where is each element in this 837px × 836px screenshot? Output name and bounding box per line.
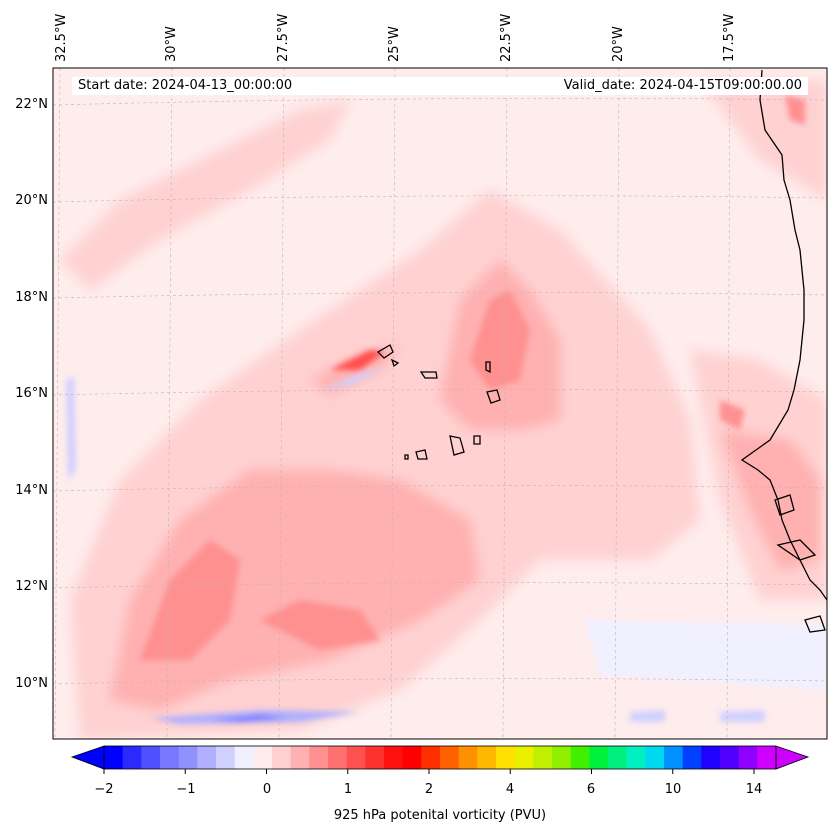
lon-label: 22.5°W: [499, 13, 514, 62]
colorbar-cell: [645, 746, 665, 769]
colorbar-cell: [346, 746, 366, 769]
colorbar-tick-label: 1: [343, 782, 353, 797]
lon-label: 20°W: [611, 26, 626, 62]
colorbar-cell: [178, 746, 198, 769]
colorbar-tick-label: −1: [176, 782, 196, 797]
colorbar-cell: [757, 746, 777, 769]
lon-label: 27.5°W: [276, 13, 291, 62]
lon-label: 30°W: [164, 26, 179, 62]
colorbar-tick-label: 10: [664, 782, 682, 797]
colorbar-label: 925 hPa potenital vorticity (PVU): [333, 808, 547, 823]
colorbar-cell: [402, 746, 422, 769]
colorbar-tick-label: −2: [94, 782, 114, 797]
colorbar-cell: [682, 746, 702, 769]
colorbar-cell: [514, 746, 534, 769]
colorbar-cell: [552, 746, 572, 769]
lat-label: 18°N: [15, 290, 48, 305]
lat-label: 22°N: [15, 97, 48, 112]
colorbar-cell: [738, 746, 758, 769]
colorbar-cell: [533, 746, 553, 769]
colorbar-cell: [589, 746, 609, 769]
colorbar-over-arrow: [775, 745, 810, 770]
lon-label: 25°W: [387, 26, 402, 62]
date-info-box: Start date: 2024-04-13_00:00:00 Valid_da…: [72, 77, 808, 95]
lat-label: 10°N: [15, 676, 48, 691]
colorbar-under-arrow: [70, 745, 105, 770]
colorbar-cell: [664, 746, 684, 769]
colorbar-cell: [104, 746, 124, 769]
colorbar-cell: [141, 746, 161, 769]
pv-field: [53, 68, 827, 739]
colorbar-cell: [701, 746, 721, 769]
colorbar-cell: [720, 746, 740, 769]
lon-label: 17.5°W: [722, 13, 737, 62]
colorbar-cell: [253, 746, 273, 769]
colorbar-cell: [570, 746, 590, 769]
colorbar-cell: [496, 746, 516, 769]
colorbar-cell: [477, 746, 497, 769]
lat-label: 16°N: [15, 386, 48, 401]
colorbar: [70, 745, 810, 774]
colorbar-cell: [216, 746, 236, 769]
colorbar-tick-label: 2: [424, 782, 434, 797]
lon-label: 32.5°W: [54, 13, 69, 62]
colorbar-tick-label: 0: [262, 782, 272, 797]
colorbar-cell: [626, 746, 646, 769]
colorbar-cell: [384, 746, 404, 769]
colorbar-cell: [309, 746, 329, 769]
lat-label: 20°N: [15, 193, 48, 208]
colorbar-cell: [365, 746, 385, 769]
lat-label: 14°N: [15, 483, 48, 498]
colorbar-cell: [608, 746, 628, 769]
colorbar-tick-label: 6: [586, 782, 596, 797]
colorbar-cell: [160, 746, 180, 769]
colorbar-cell: [234, 746, 254, 769]
colorbar-cell: [272, 746, 292, 769]
colorbar-cell: [290, 746, 310, 769]
colorbar-cell: [122, 746, 142, 769]
start-date: Start date: 2024-04-13_00:00:00: [78, 78, 293, 93]
colorbar-cell: [440, 746, 460, 769]
lat-label: 12°N: [15, 579, 48, 594]
colorbar-cell: [197, 746, 217, 769]
colorbar-tick-label: 4: [505, 782, 515, 797]
colorbar-cell: [458, 746, 478, 769]
colorbar-cell: [328, 746, 348, 769]
valid-date: Valid_date: 2024-04-15T09:00:00.00: [563, 78, 802, 93]
colorbar-cell: [421, 746, 441, 769]
colorbar-tick-label: 14: [745, 782, 763, 797]
coastline: [376, 69, 827, 633]
